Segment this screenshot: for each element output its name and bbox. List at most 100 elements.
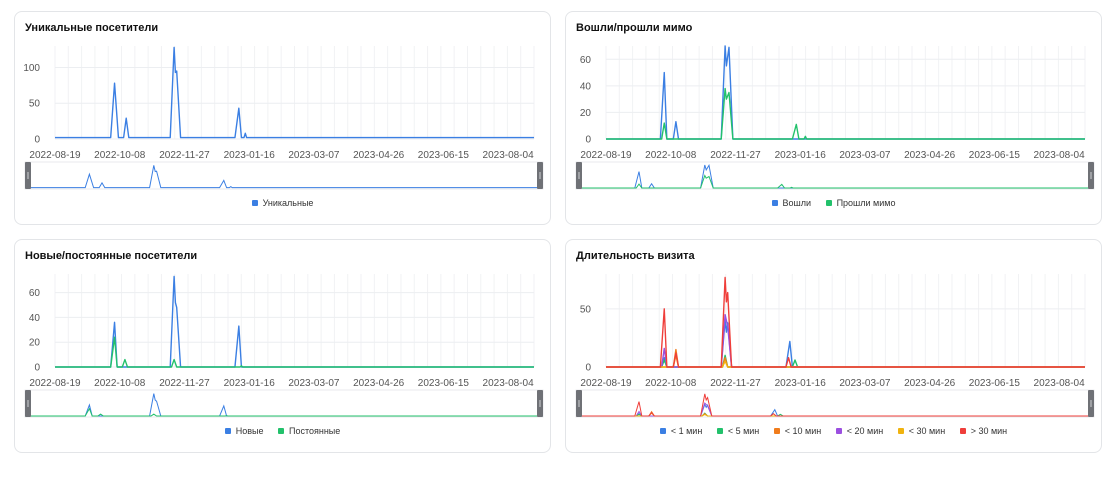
legend-label: Уникальные [262,198,314,208]
x-tick-label: 2022-10-08 [645,150,697,161]
navigator-frame [24,161,544,190]
series-line [606,276,1085,368]
navigator-series-line [25,393,543,417]
x-tick-label: 2023-04-26 [904,150,956,161]
x-tick-label: 2023-04-26 [353,378,405,389]
x-tick-label: 2022-08-19 [580,150,632,161]
x-tick-label: 2023-01-16 [224,150,276,161]
navigator-series-line [576,393,1094,417]
x-tick-label: 2022-08-19 [580,378,632,389]
navigator-series-line [576,174,1094,189]
x-tick-label: 2023-01-16 [775,378,827,389]
legend-label: < 10 мин [784,426,822,436]
legend-item-lt-5min[interactable]: < 5 мин [716,426,760,436]
chart-card-unique-visitors: Уникальные посетители 0 50 100 2022-08-19 20… [14,11,551,225]
chart-card-visit-duration: Длительность визита 0 50 2022-08-19 2022-10… [565,239,1102,453]
x-tick-label: 2022-08-19 [29,378,81,389]
legend-item-passed[interactable]: Прошли мимо [825,198,896,208]
chart-card-new-returning: Новые/постоянные посетители 0 20 40 60 2022-… [14,239,551,453]
legend-item-entered[interactable]: Вошли [771,198,812,208]
navigator-series-line [25,165,543,189]
chart-legend: Уникальные [15,198,550,208]
y-tick-label: 50 [29,99,41,110]
y-tick-label: 0 [585,363,591,374]
grid: 0 20 40 60 [29,274,535,374]
y-tick-label: 60 [580,55,592,66]
series-line [55,336,534,368]
x-tick-label: 2023-06-15 [418,150,470,161]
y-tick-label: 0 [34,363,40,374]
range-navigator [24,161,544,190]
legend-label: < 1 мин [670,426,703,436]
legend-label: < 20 мин [846,426,884,436]
y-tick-label: 60 [29,288,41,299]
legend-label: > 30 мин [970,426,1008,436]
x-tick-label: 2023-08-04 [483,150,535,161]
navigator-frame [575,161,1095,190]
y-tick-label: 40 [29,313,41,324]
legend-swatch [835,427,842,434]
chart-legend: < 1 мин < 5 мин < 10 мин < 20 мин < 30 м… [566,426,1101,436]
legend-swatch [277,427,284,434]
legend-swatch [959,427,966,434]
chart-svg: 0 50 100 2022-08-19 2022-10-08 2022-11-27 2023… [23,46,544,190]
chart-legend: Новые Постоянные [15,426,550,436]
legend-label: Вошли [782,198,812,208]
x-tick-label: 2022-11-27 [710,378,761,389]
chart-title: Новые/постоянные посетители [25,250,198,262]
legend-swatch [825,199,832,206]
series-line [55,275,534,368]
x-tick-label: 2023-08-04 [1034,150,1086,161]
range-navigator [575,389,1095,418]
legend-item-lt-10min[interactable]: < 10 мин [773,426,822,436]
grid: 0 50 [580,274,1086,374]
legend-item-lt-1min[interactable]: < 1 мин [659,426,703,436]
x-tick-label: 2023-06-15 [969,150,1021,161]
series-line [55,46,534,139]
legend-label: < 30 мин [908,426,946,436]
legend-swatch [897,427,904,434]
chart-title: Вошли/прошли мимо [576,22,693,34]
legend-item-unique[interactable]: Уникальные [251,198,314,208]
x-tick-label: 2023-06-15 [418,378,470,389]
y-tick-label: 0 [585,135,591,146]
navigator-frame [24,389,544,418]
range-navigator [575,161,1095,190]
chart-svg: 0 20 40 60 2022-08-19 2022-10-08 2022-11-27 202… [24,274,544,418]
series-line [606,319,1085,368]
x-tick-label: 2022-10-08 [645,378,697,389]
y-tick-label: 20 [29,338,41,349]
series-line [606,354,1085,368]
chart-svg: 0 20 40 60 2022-08-19 2022-10-08 2022-11-27 202… [575,45,1095,190]
legend-item-gt-30min[interactable]: > 30 мин [959,426,1008,436]
x-tick-label: 2023-01-16 [224,378,276,389]
range-navigator [24,389,544,418]
chart-title: Длительность визита [576,250,695,262]
x-tick-label: 2022-08-19 [29,150,81,161]
x-tick-label: 2023-03-07 [288,150,340,161]
legend-swatch [773,427,780,434]
legend-item-returning[interactable]: Постоянные [277,426,340,436]
legend-label: < 5 мин [727,426,760,436]
chart-title: Уникальные посетители [25,22,159,34]
x-tick-label: 2022-10-08 [94,378,146,389]
navigator-series-line [25,407,543,417]
x-tick-label: 2022-10-08 [94,150,146,161]
x-tick-label: 2022-11-27 [710,150,761,161]
y-tick-label: 50 [580,304,592,315]
legend-item-lt-30min[interactable]: < 30 мин [897,426,946,436]
legend-swatch [659,427,666,434]
legend-item-new[interactable]: Новые [224,426,263,436]
y-tick-label: 40 [580,81,592,92]
series-line [606,87,1085,140]
legend-swatch [716,427,723,434]
x-tick-label: 2023-08-04 [483,378,535,389]
x-tick-label: 2023-04-26 [904,378,956,389]
legend-swatch [224,427,231,434]
grid: 0 50 100 [23,46,535,146]
legend-label: Прошли мимо [836,198,896,208]
legend-swatch [251,199,258,206]
grid: 0 20 40 60 [580,46,1086,146]
legend-item-lt-20min[interactable]: < 20 мин [835,426,884,436]
legend-swatch [771,199,778,206]
